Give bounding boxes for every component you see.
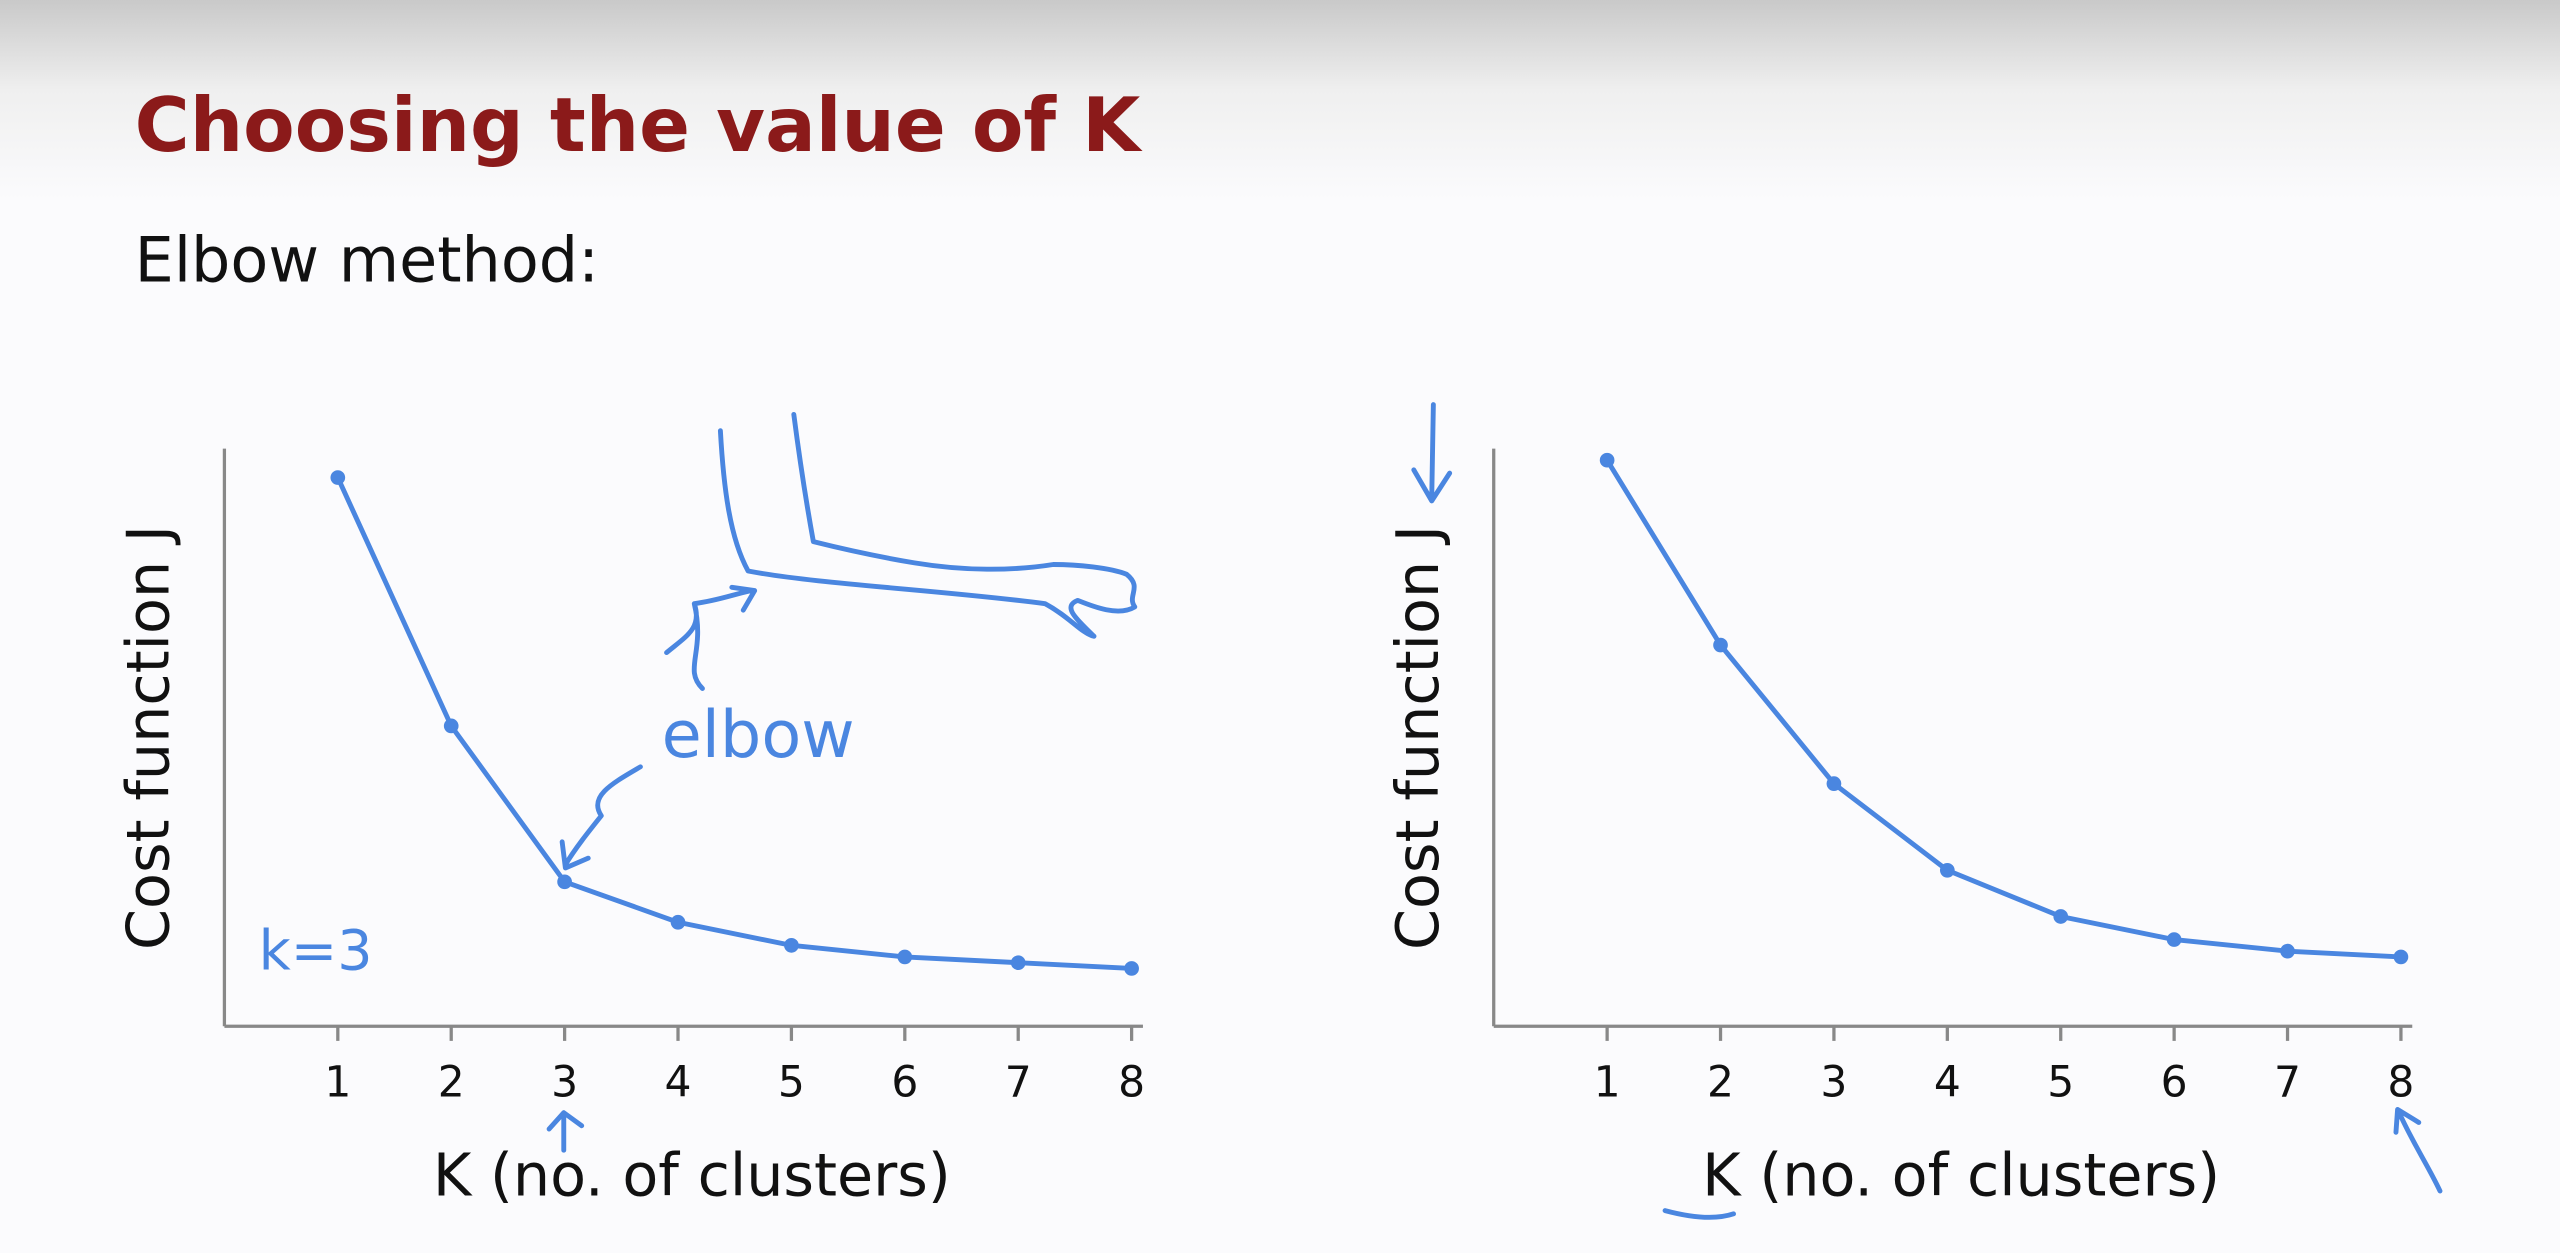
data-point — [1826, 776, 1842, 791]
x-tick-label: 1 — [324, 1058, 351, 1107]
data-point — [330, 470, 346, 485]
arrow-j — [1411, 402, 1453, 504]
underline-k — [1662, 1208, 1737, 1220]
data-point — [2053, 909, 2069, 924]
data-point — [557, 874, 572, 890]
arrow-elbow-arm — [664, 584, 758, 691]
data-point — [2280, 943, 2295, 959]
annotation: k=3 — [259, 920, 373, 984]
x-tick-label: 8 — [2387, 1058, 2414, 1107]
x-tick-label: 6 — [2161, 1058, 2188, 1107]
x-tick-label: 7 — [1005, 1058, 1032, 1107]
data-point — [897, 949, 913, 965]
arrow-k3 — [546, 1110, 585, 1153]
y-axis-label: Cost function J — [1383, 525, 1452, 950]
arrow-elbow-curve — [559, 764, 643, 871]
data-point — [2393, 949, 2409, 965]
x-tick-label: 6 — [891, 1058, 918, 1107]
data-point — [670, 914, 686, 930]
x-tick-label: 8 — [1118, 1058, 1145, 1107]
data-point — [1124, 961, 1139, 976]
curve — [1605, 458, 2402, 960]
arrow-8 — [2393, 1106, 2443, 1194]
arm-sketch — [717, 411, 1138, 639]
x-tick-label: 1 — [1594, 1058, 1621, 1107]
slide-title: Choosing the value of K — [135, 81, 1143, 169]
x-tick-label: 5 — [2047, 1058, 2074, 1107]
x-tick-label: 5 — [778, 1058, 805, 1107]
x-tick-label: 4 — [1934, 1058, 1961, 1107]
y-axis-label: Cost function J — [114, 525, 183, 950]
data-point — [2166, 932, 2182, 947]
data-point — [1939, 862, 1955, 878]
x-tick-label: 7 — [2274, 1058, 2301, 1107]
x-axis-label: K (no. of clusters) — [1702, 1141, 2220, 1210]
x-tick-label: 3 — [1820, 1058, 1847, 1107]
x-tick-label: 3 — [551, 1058, 578, 1107]
x-tick-label: 2 — [438, 1058, 465, 1107]
data-point — [1010, 955, 1026, 971]
hand-drawing — [546, 402, 2443, 1220]
data-point — [1713, 637, 1728, 653]
data-point — [443, 718, 459, 734]
curve — [335, 476, 1132, 971]
x-axis-label: K (no. of clusters) — [433, 1141, 951, 1210]
data-point — [1599, 452, 1615, 468]
annotation: elbow — [662, 697, 855, 773]
slide-subtitle: Elbow method: — [135, 223, 599, 296]
x-tick-label: 4 — [665, 1058, 692, 1107]
data-point — [784, 938, 799, 953]
x-tick-label: 2 — [1707, 1058, 1734, 1107]
